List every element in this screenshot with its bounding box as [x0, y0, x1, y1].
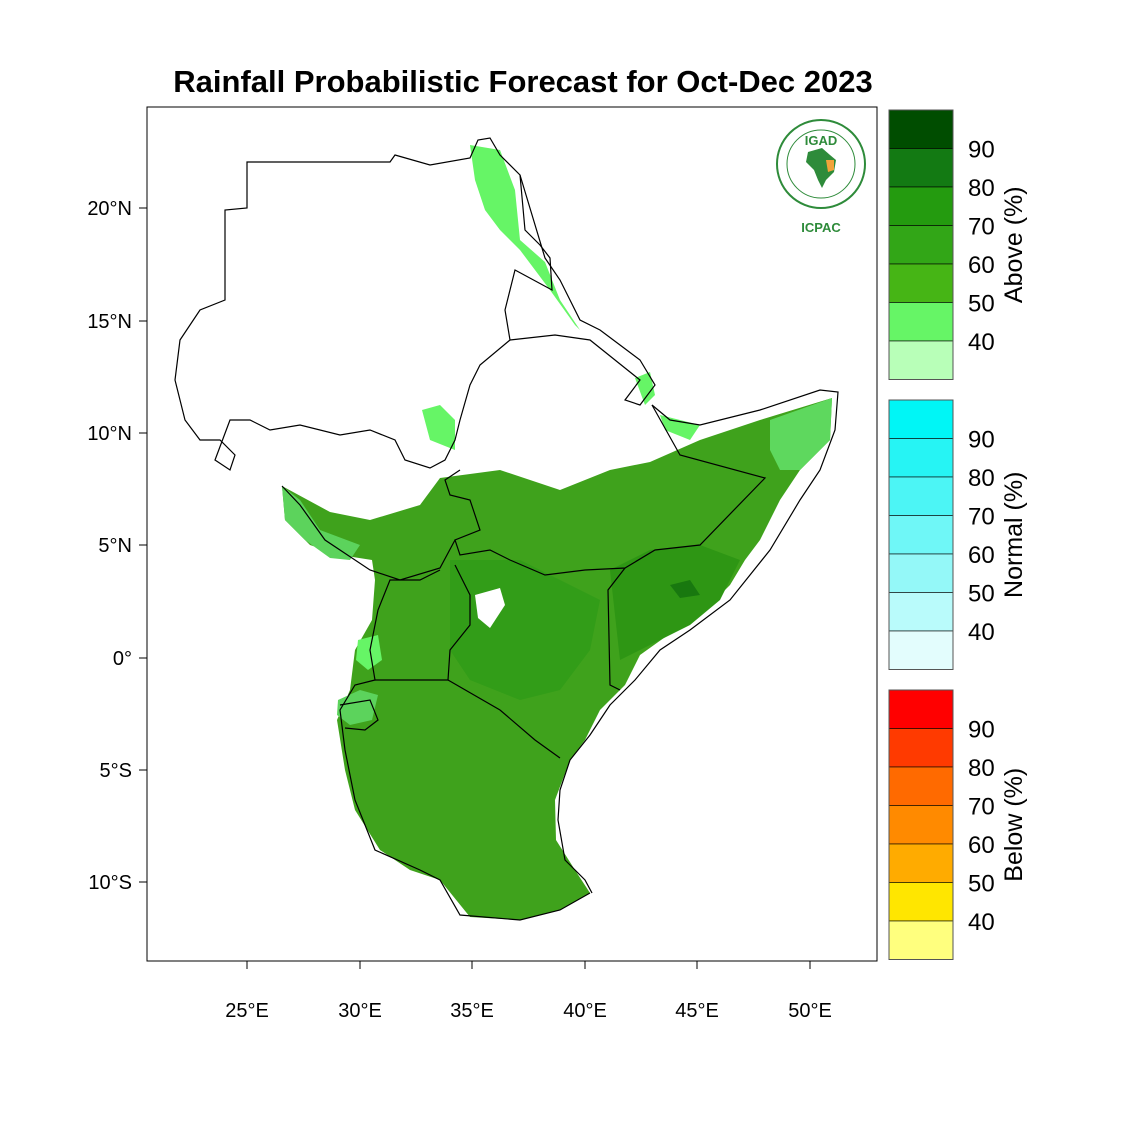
colorbar-segment [888, 630, 954, 670]
colorbar-label: Above (%) [1000, 186, 1028, 303]
lon-tick-label: 40°E [563, 1000, 607, 1022]
colorbar-tick-label: 90 [968, 717, 995, 744]
colorbar-segment [888, 263, 954, 303]
colorbar-tick-label: 80 [968, 465, 995, 492]
forecast-region-light-gulf [660, 415, 700, 440]
colorbar-tick-label: 60 [968, 542, 995, 569]
colorbar-tick-label: 50 [968, 871, 995, 898]
colorbar-tick-label: 90 [968, 137, 995, 164]
lon-tick-label: 45°E [675, 1000, 719, 1022]
forecast-region-darkest [670, 580, 700, 598]
colorbar-segment [888, 399, 954, 439]
colorbar-label: Normal (%) [1000, 472, 1028, 598]
forecast-gap-kenya [475, 588, 505, 628]
lat-tick-label: 15°N [87, 311, 132, 333]
colorbar-tick-label: 70 [968, 504, 995, 531]
page-title: Rainfall Probabilistic Forecast for Oct-… [173, 64, 872, 99]
border-eritrea [509, 174, 656, 406]
forecast-region-light-lake [356, 635, 382, 670]
lat-axis: 20°N 15°N 10°N 5°N 0° 5°S 10°S [87, 198, 147, 894]
colorbar-tick-label: 50 [968, 581, 995, 608]
colorbar-label: Below (%) [1000, 768, 1028, 882]
forecast-region-light-west [282, 486, 360, 560]
logo-inner-ring [786, 129, 856, 199]
lat-tick-label: 20°N [87, 198, 132, 220]
colorbar-tick-label: 70 [968, 214, 995, 241]
border-uganda-west [339, 569, 591, 921]
colorbar-segment [888, 225, 954, 265]
igad-icpac-logo: IGAD ICPAC [776, 119, 866, 235]
lat-tick-label: 0° [113, 648, 132, 670]
lat-tick-label: 5°S [100, 760, 132, 782]
colorbar-tick-label: 40 [968, 329, 995, 356]
colorbar-segment [888, 592, 954, 632]
border-kenya-somalia [607, 567, 626, 691]
colorbar-tick-label: 70 [968, 794, 995, 821]
colorbar-segment [888, 438, 954, 478]
colorbar-segment [888, 920, 954, 960]
border-uganda-kenya [375, 564, 471, 681]
logo-bottom-text: ICPAC [801, 220, 841, 235]
map-area [174, 137, 839, 921]
colorbar-tick-label: 40 [968, 619, 995, 646]
lon-axis: 25°E 30°E 35°E 40°E 45°E 50°E [225, 961, 832, 1022]
colorbar-segment [888, 689, 954, 729]
border-rwanda-burundi [339, 699, 379, 731]
colorbar-tick-label: 60 [968, 252, 995, 279]
lat-tick-label: 10°S [88, 872, 132, 894]
colorbar-tick-label: 80 [968, 175, 995, 202]
colorbar-outline [888, 399, 954, 670]
colorbar-segment [888, 728, 954, 768]
lon-tick-label: 30°E [338, 1000, 382, 1022]
colorbar-segment [888, 843, 954, 883]
colorbar-segment [888, 805, 954, 845]
forecast-region-light-somalia [770, 398, 832, 470]
lon-tick-label: 50°E [788, 1000, 832, 1022]
colorbar-tick-label: 60 [968, 832, 995, 859]
lon-tick-label: 35°E [450, 1000, 494, 1022]
colorbar-segment [888, 882, 954, 922]
logo-top-text: IGAD [805, 133, 838, 148]
border-south-sudan [281, 485, 456, 581]
forecast-region-light-sudan [422, 405, 455, 450]
colorbar-tick-label: 80 [968, 755, 995, 782]
colorbar-segment [888, 109, 954, 149]
colorbar-segment [888, 340, 954, 380]
colorbar-segment [888, 766, 954, 806]
forecast-region-light-eritrea [470, 145, 580, 330]
igad-region-icon [826, 160, 834, 172]
country-borders [174, 137, 839, 921]
colorbar-tick-label: 90 [968, 427, 995, 454]
lon-tick-label: 25°E [225, 1000, 269, 1022]
border-sudan [174, 137, 553, 471]
border-kenya-tanzania [447, 679, 561, 759]
colorbar-segment [888, 515, 954, 555]
border-ethiopia-somalia [444, 404, 767, 576]
colorbar-segment [888, 148, 954, 188]
africa-map-icon [806, 148, 836, 188]
lat-tick-label: 10°N [87, 423, 132, 445]
colorbar-segment [888, 553, 954, 593]
border-somalia-coast [557, 389, 839, 894]
colorbar-tick-label: 40 [968, 909, 995, 936]
colorbar-outline [888, 109, 954, 380]
colorbar-segment [888, 186, 954, 226]
colorbar-segment [888, 302, 954, 342]
lat-tick-label: 5°N [98, 535, 132, 557]
colorbar-outline [888, 689, 954, 960]
colorbar-segment [888, 476, 954, 516]
colorbar-tick-label: 50 [968, 291, 995, 318]
forecast-region-darker [610, 545, 740, 660]
